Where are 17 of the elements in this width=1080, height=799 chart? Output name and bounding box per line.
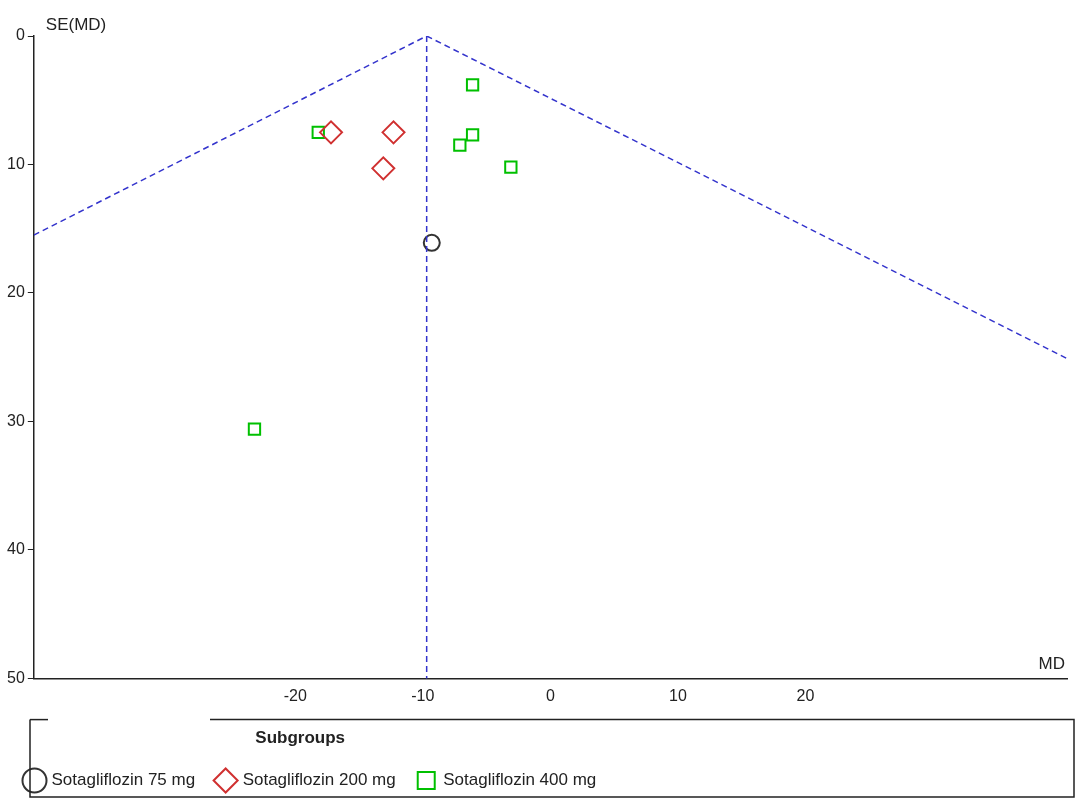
legend-label: Sotagliflozin 200 mg bbox=[242, 770, 396, 790]
legend-title: Subgroups bbox=[255, 727, 346, 747]
y-tick-label: 40 bbox=[7, 540, 25, 558]
y-axis-title: SE(MD) bbox=[45, 15, 107, 35]
y-tick-label: 10 bbox=[7, 154, 25, 172]
y-tick-label: 30 bbox=[7, 411, 25, 429]
x-tick-label: 20 bbox=[796, 687, 815, 705]
y-tick-label: 20 bbox=[7, 283, 25, 301]
legend-label: Sotagliflozin 75 mg bbox=[51, 770, 196, 790]
y-tick-label: 50 bbox=[7, 668, 25, 686]
x-tick-label: 10 bbox=[669, 687, 687, 705]
y-tick-label: 0 bbox=[15, 26, 25, 44]
x-tick-label: -10 bbox=[411, 687, 435, 705]
x-axis-title: MD bbox=[1038, 653, 1065, 673]
legend-label: Sotagliflozin 400 mg bbox=[443, 770, 597, 790]
x-tick-label: -20 bbox=[283, 687, 307, 705]
x-tick-label: 0 bbox=[545, 687, 555, 705]
